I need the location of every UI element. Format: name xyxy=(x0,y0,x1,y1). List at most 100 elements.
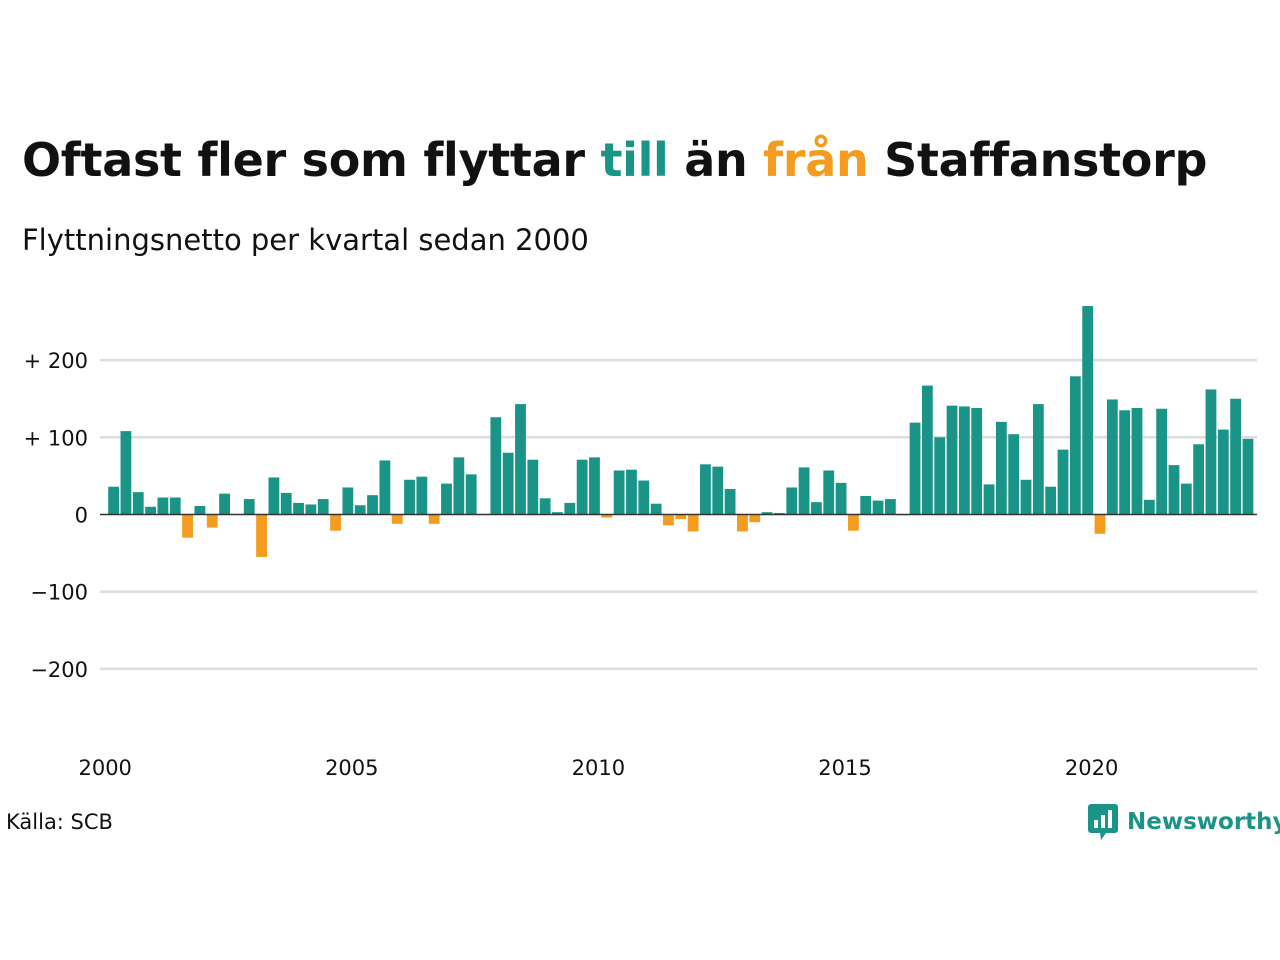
bar xyxy=(379,460,391,515)
gridlines xyxy=(100,358,1257,671)
bar xyxy=(182,514,193,538)
bar xyxy=(108,486,119,515)
logo-text: Newsworthy xyxy=(1127,809,1280,835)
bar xyxy=(613,470,625,515)
y-tick-label: −100 xyxy=(30,581,88,605)
bar xyxy=(675,514,687,520)
bar xyxy=(1032,404,1044,515)
newsworthy-logo: Newsworthy xyxy=(1088,804,1280,840)
bar xyxy=(1143,499,1155,515)
bar xyxy=(589,457,600,515)
bar xyxy=(1020,479,1032,515)
bar xyxy=(786,487,798,515)
bar xyxy=(761,512,773,515)
bar xyxy=(601,514,613,518)
bar xyxy=(884,499,896,515)
bar xyxy=(206,514,218,528)
bar xyxy=(1131,407,1143,515)
chart-subtitle: Flyttningsnetto per kvartal sedan 2000 xyxy=(22,223,589,257)
bar xyxy=(872,500,884,515)
bar xyxy=(317,499,329,515)
bar xyxy=(219,493,230,515)
bar-chart: + 200 + 100 0 −100 −200 2000 2005 2010 2015 2020 xyxy=(24,306,1257,780)
bar xyxy=(1082,306,1094,515)
bar xyxy=(367,495,378,515)
bar xyxy=(1205,389,1217,515)
y-tick-label: 0 xyxy=(75,504,88,528)
bar xyxy=(1008,434,1020,515)
bar xyxy=(120,431,132,515)
x-axis-labels: 2000 2005 2010 2015 2020 xyxy=(78,756,1118,780)
bar xyxy=(157,497,169,515)
bar xyxy=(1242,438,1254,515)
bar xyxy=(564,502,576,515)
bar xyxy=(971,407,983,515)
bar xyxy=(712,466,724,515)
bar xyxy=(268,477,280,515)
bar xyxy=(1193,444,1205,515)
bar xyxy=(749,514,761,523)
bar xyxy=(502,452,514,515)
bar xyxy=(700,464,711,515)
bar xyxy=(909,422,921,515)
bar xyxy=(256,514,267,557)
bar xyxy=(946,405,958,515)
x-tick-label: 2015 xyxy=(818,756,871,780)
bar xyxy=(527,459,539,515)
bar xyxy=(293,502,304,515)
y-tick-label: + 200 xyxy=(24,349,88,373)
bar xyxy=(280,492,292,515)
bar xyxy=(243,499,255,515)
bar xyxy=(441,483,452,515)
bar xyxy=(811,502,822,515)
source-note: Källa: SCB xyxy=(6,810,113,834)
bar xyxy=(823,470,835,515)
bar xyxy=(774,512,785,515)
bar xyxy=(145,506,156,515)
bar xyxy=(465,474,477,515)
bar xyxy=(453,457,465,515)
bar xyxy=(354,505,366,515)
bar xyxy=(1094,514,1106,534)
y-tick-label: + 100 xyxy=(24,426,88,450)
bar xyxy=(1230,398,1242,515)
bar xyxy=(490,417,502,515)
chart-title: Oftast fler som flyttar till än från Sta… xyxy=(22,132,1207,188)
title-part3: Staffanstorp xyxy=(868,133,1208,187)
x-tick-label: 2010 xyxy=(572,756,625,780)
y-axis-labels: + 200 + 100 0 −100 −200 xyxy=(24,349,88,682)
bar xyxy=(663,514,674,526)
bar xyxy=(391,514,403,524)
bar xyxy=(515,404,526,515)
bar xyxy=(169,497,181,515)
bar xyxy=(305,504,317,515)
bar xyxy=(958,406,970,515)
bar xyxy=(1119,410,1131,515)
title-part2: än xyxy=(668,133,764,187)
bar xyxy=(638,480,650,515)
bar xyxy=(132,492,144,515)
bar xyxy=(404,479,415,515)
bar xyxy=(934,437,946,515)
title-till-highlight: till xyxy=(600,133,669,187)
bar xyxy=(552,512,563,515)
bar xyxy=(1156,408,1168,515)
newsworthy-logo-icon xyxy=(1088,804,1118,840)
title-part1: Oftast fler som flyttar xyxy=(22,133,601,187)
bar xyxy=(983,484,995,515)
bars xyxy=(108,306,1254,557)
bar xyxy=(737,514,748,532)
bar xyxy=(835,482,847,515)
bar xyxy=(626,469,637,515)
bar xyxy=(576,459,588,515)
x-tick-label: 2000 xyxy=(78,756,131,780)
title-fran-highlight: från xyxy=(763,133,869,187)
bar xyxy=(860,495,872,515)
bar xyxy=(687,514,699,532)
bar xyxy=(1057,449,1069,515)
bar xyxy=(342,487,354,515)
bar xyxy=(724,489,736,515)
bar xyxy=(1045,486,1057,515)
x-tick-label: 2005 xyxy=(325,756,378,780)
bar xyxy=(1217,429,1229,515)
